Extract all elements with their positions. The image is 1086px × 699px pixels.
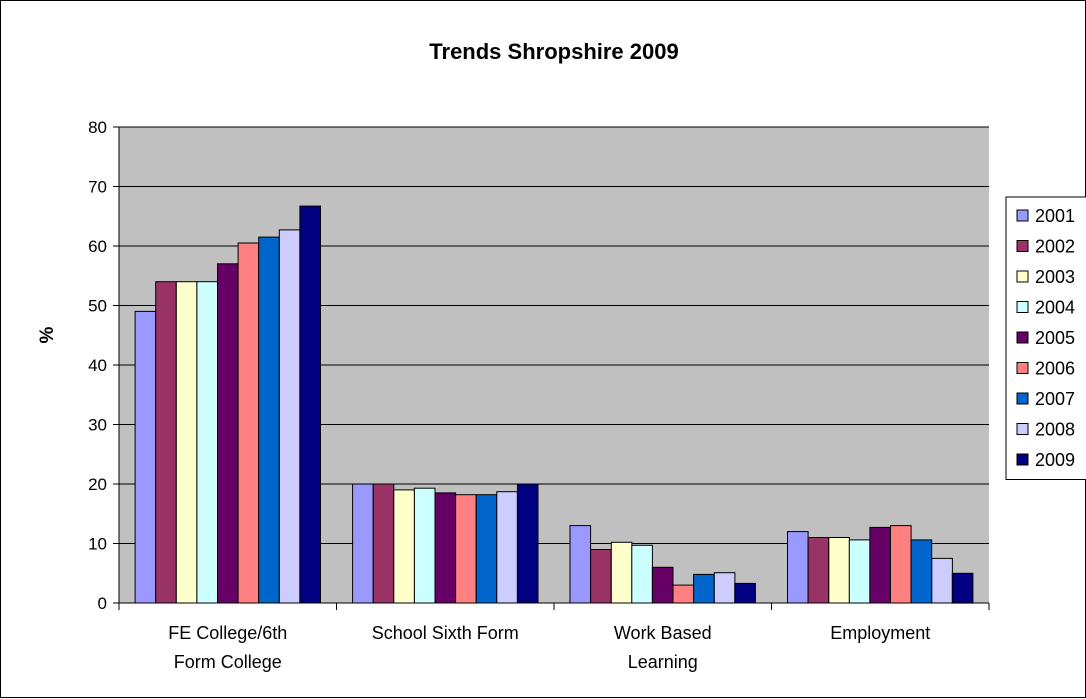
- bar-2006-3: [890, 525, 912, 604]
- bar-2006-2: [672, 584, 695, 604]
- bar-2009-2: [734, 582, 756, 604]
- legend-label: 2002: [1035, 237, 1075, 257]
- bar-2005-3: [869, 526, 892, 604]
- bar-2005-2: [651, 566, 674, 604]
- x-tick-label: Work Based Learning: [614, 623, 712, 672]
- y-tick-label: 30: [88, 416, 107, 435]
- bar-2002-0: [155, 281, 177, 604]
- bar-2007-0: [258, 236, 280, 604]
- bar-2001-1: [352, 483, 374, 604]
- bar-2001-2: [569, 525, 592, 604]
- bar-2009-0: [299, 205, 321, 604]
- y-tick-label: 80: [88, 118, 107, 137]
- legend-swatch: [1016, 209, 1029, 222]
- legend-label: 2004: [1035, 298, 1075, 318]
- bar-2005-0: [217, 263, 239, 604]
- legend-label: 2006: [1035, 359, 1075, 379]
- legend-swatch: [1016, 270, 1029, 283]
- legend: 2001 2002 2003 2004 2005 2006 2007 2008 2009: [1005, 196, 1086, 480]
- legend-label: 2008: [1035, 420, 1075, 440]
- legend-swatch: [1016, 453, 1029, 466]
- bar-2004-3: [848, 539, 871, 604]
- bar-2007-2: [693, 573, 715, 604]
- legend-label: 2009: [1035, 450, 1075, 470]
- bar-2009-1: [516, 483, 539, 604]
- y-tick-label: 50: [88, 297, 107, 316]
- bar-2008-2: [713, 572, 736, 604]
- bar-2009-3: [951, 572, 974, 604]
- y-tick-label: 40: [88, 356, 107, 375]
- y-tick-label: 0: [98, 594, 107, 613]
- bar-2008-1: [496, 491, 518, 604]
- bar-2002-2: [590, 549, 612, 604]
- bar-2003-0: [175, 281, 198, 604]
- legend-swatch: [1016, 362, 1029, 374]
- x-tick-label: School Sixth Form: [372, 623, 519, 643]
- legend-label: 2005: [1035, 328, 1075, 348]
- plot-area: 0 10 20 30 40 50 60 70 80 FE College/6th Form Coll…: [88, 118, 990, 672]
- legend-label: 2007: [1035, 389, 1075, 409]
- bar-2003-2: [610, 541, 633, 604]
- bar-2001-0: [134, 310, 157, 604]
- x-tick-label: FE College/6th Form College: [168, 623, 287, 672]
- x-tick-label: Employment: [830, 623, 930, 643]
- legend-swatch: [1016, 240, 1029, 252]
- bar-2006-1: [455, 494, 477, 604]
- y-axis-label: %: [37, 326, 58, 343]
- bar-2001-3: [787, 531, 809, 604]
- bar-2008-3: [931, 557, 953, 604]
- bar-2004-2: [631, 544, 653, 604]
- bar-2006-0: [237, 242, 260, 604]
- legend-swatch: [1016, 392, 1029, 405]
- chart-title: Trends Shropshire 2009: [429, 39, 678, 64]
- legend-swatch: [1016, 301, 1029, 313]
- bar-2007-1: [475, 494, 498, 604]
- legend-label: 2003: [1035, 267, 1075, 287]
- legend-swatch: [1016, 331, 1029, 344]
- y-tick-label: 10: [88, 535, 107, 554]
- bar-2002-3: [807, 537, 830, 604]
- bar-2004-1: [413, 487, 436, 604]
- legend-label: 2001: [1035, 206, 1075, 226]
- bar-2008-0: [278, 229, 301, 604]
- bar-2005-1: [434, 492, 457, 604]
- bar-2004-0: [196, 281, 218, 604]
- legend-swatch: [1016, 423, 1029, 435]
- bar-2003-1: [393, 489, 415, 604]
- bar-2002-1: [372, 483, 395, 604]
- y-tick-label: 70: [88, 178, 107, 197]
- bar-2003-3: [828, 537, 850, 604]
- y-tick-label: 20: [88, 475, 107, 494]
- bar-2007-3: [910, 539, 933, 604]
- y-tick-label: 60: [88, 237, 107, 256]
